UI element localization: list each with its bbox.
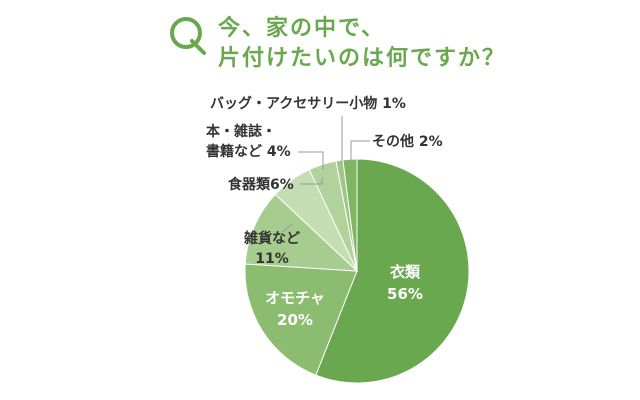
data-label: 本・雑誌・書籍など 4% (206, 123, 291, 160)
data-label: バッグ・アクセサリー小物 1% (210, 95, 406, 112)
data-label: 食器類6% (228, 176, 294, 193)
chart-title-line-2: 片付けたいのは何ですか？ (218, 46, 507, 71)
data-label: その他 2% (372, 133, 443, 150)
leader-line (350, 140, 370, 162)
data-label: 雑貨など 11% (243, 230, 300, 267)
data-label: 衣類 56% (387, 263, 423, 303)
question-q-icon (170, 17, 206, 55)
chart-title-line-1: 今、家の中で、 (218, 16, 386, 41)
pie-slice (342, 158, 358, 272)
leader-line (281, 223, 293, 233)
leader-line (298, 151, 324, 170)
data-label: オモチャ 20% (265, 289, 325, 329)
pie-slice (315, 158, 470, 384)
leader-line (300, 178, 323, 185)
pie-slice (244, 193, 359, 272)
pie-slice (244, 263, 358, 376)
